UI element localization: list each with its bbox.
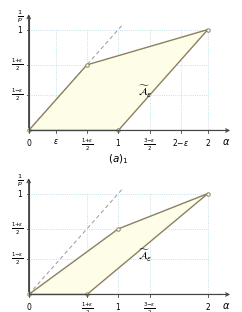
Text: $2$: $2$ — [205, 300, 211, 311]
Text: $\widetilde{\mathcal{A}}_\varepsilon$: $\widetilde{\mathcal{A}}_\varepsilon$ — [138, 248, 152, 265]
Text: $\widetilde{\mathcal{A}}_\varepsilon$: $\widetilde{\mathcal{A}}_\varepsilon$ — [138, 84, 152, 100]
Text: $\alpha$: $\alpha$ — [222, 300, 230, 310]
Text: $\frac{1{+}\varepsilon}{2}$: $\frac{1{+}\varepsilon}{2}$ — [11, 57, 23, 73]
Text: $1$: $1$ — [115, 300, 121, 311]
Text: $\varepsilon$: $\varepsilon$ — [53, 137, 59, 145]
Text: $\frac{1{+}\varepsilon}{2}$: $\frac{1{+}\varepsilon}{2}$ — [81, 137, 93, 153]
Text: $2{-}\varepsilon$: $2{-}\varepsilon$ — [173, 137, 189, 148]
Text: $\frac{3{-}\varepsilon}{2}$: $\frac{3{-}\varepsilon}{2}$ — [143, 137, 156, 153]
Text: $1$: $1$ — [17, 24, 23, 35]
Text: $\frac{1{+}\varepsilon}{2}$: $\frac{1{+}\varepsilon}{2}$ — [11, 221, 23, 237]
Text: $\frac{1{-}\varepsilon}{2}$: $\frac{1{-}\varepsilon}{2}$ — [11, 87, 23, 103]
Text: $\frac{1{-}\varepsilon}{2}$: $\frac{1{-}\varepsilon}{2}$ — [11, 251, 23, 267]
Text: $0$: $0$ — [25, 300, 32, 311]
Text: $1$: $1$ — [17, 188, 23, 199]
Text: $2$: $2$ — [205, 137, 211, 148]
Text: $\alpha$: $\alpha$ — [222, 137, 230, 147]
Text: $\frac{1}{p}$: $\frac{1}{p}$ — [17, 173, 23, 188]
Text: $0$: $0$ — [25, 137, 32, 148]
Polygon shape — [29, 193, 208, 295]
Text: $1$: $1$ — [115, 137, 121, 148]
Text: $\frac{1{+}\varepsilon}{2}$: $\frac{1{+}\varepsilon}{2}$ — [81, 300, 93, 312]
Text: $\frac{3{-}\varepsilon}{2}$: $\frac{3{-}\varepsilon}{2}$ — [143, 300, 156, 312]
Polygon shape — [29, 30, 208, 130]
Text: $\frac{1}{p}$: $\frac{1}{p}$ — [17, 8, 23, 24]
Text: $(a)_1$: $(a)_1$ — [108, 153, 129, 166]
